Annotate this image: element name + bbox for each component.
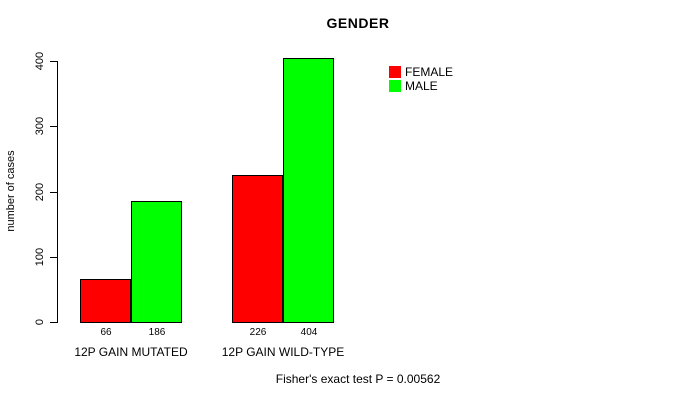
bar-male-0: [131, 201, 182, 323]
y-tick-label: 300: [34, 116, 46, 136]
legend-label: MALE: [405, 79, 438, 93]
fisher-test-annotation: Fisher's exact test P = 0.00562: [275, 372, 441, 386]
y-tick-label: 100: [34, 247, 46, 267]
y-tick: [50, 192, 58, 193]
bar-value-label: 404: [300, 327, 318, 338]
legend-item-female: FEMALE: [389, 65, 453, 79]
chart-title: GENDER: [326, 15, 390, 31]
category-label: 12P GAIN MUTATED: [74, 345, 188, 359]
y-tick: [50, 322, 58, 323]
y-tick: [50, 257, 58, 258]
y-tick: [50, 61, 58, 62]
y-tick: [50, 126, 58, 127]
bar-female-1: [232, 175, 283, 323]
category-label: 12P GAIN WILD-TYPE: [221, 345, 345, 359]
bar-female-0: [80, 279, 131, 323]
bar-value-label: 186: [148, 327, 166, 338]
y-tick-label: 400: [34, 51, 46, 71]
y-tick-label: 0: [34, 318, 46, 326]
bar-male-1: [283, 58, 334, 323]
legend: FEMALE MALE: [389, 65, 453, 93]
legend-label: FEMALE: [405, 65, 454, 79]
legend-item-male: MALE: [389, 79, 453, 93]
bar-value-label: 226: [249, 327, 267, 338]
legend-swatch: [389, 66, 401, 78]
bar-value-label: 66: [100, 327, 112, 338]
y-tick-label: 200: [34, 182, 46, 202]
y-axis-title: number of cases: [5, 150, 17, 232]
legend-swatch: [389, 80, 401, 92]
